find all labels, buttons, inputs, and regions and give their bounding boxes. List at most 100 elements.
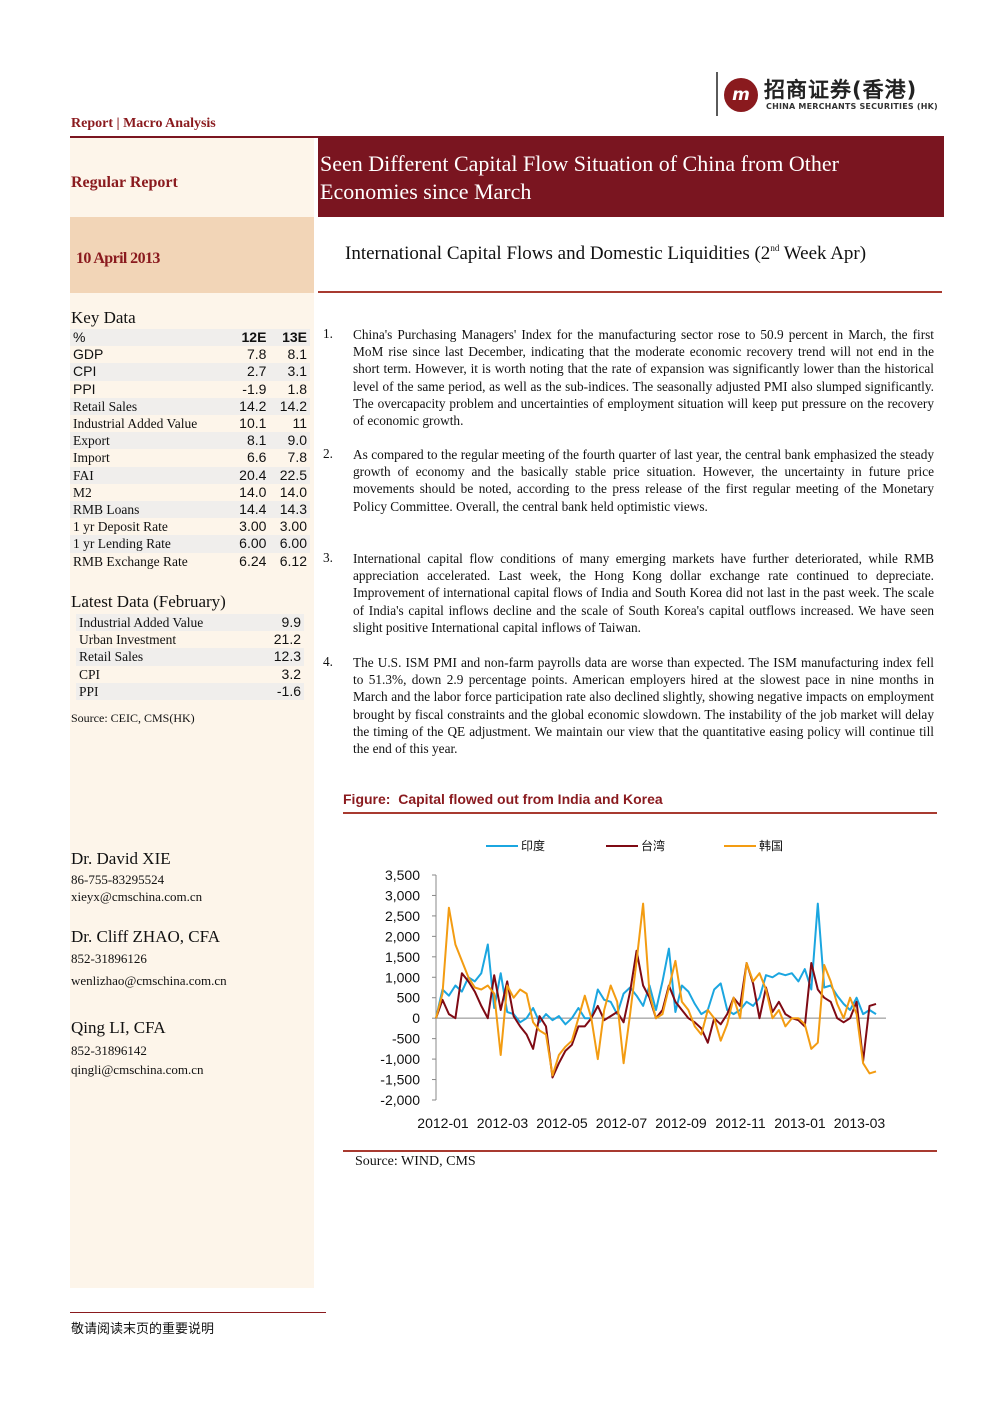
y-tick-label: -500 bbox=[392, 1031, 420, 1047]
footer-divider bbox=[70, 1312, 326, 1313]
series-line-1 bbox=[435, 902, 877, 1026]
legend-label: 台湾 bbox=[641, 838, 665, 853]
point-number: 2. bbox=[323, 446, 333, 461]
row-label: CPI bbox=[70, 363, 229, 381]
x-tick-label: 2013-03 bbox=[834, 1115, 886, 1131]
value-12e: 14.2 bbox=[228, 397, 270, 416]
table-row: Retail Sales 14.2 14.2 bbox=[70, 397, 310, 416]
y-tick-label: 1,000 bbox=[385, 969, 420, 985]
row-label: Retail Sales bbox=[70, 397, 229, 416]
y-tick-label: -2,000 bbox=[380, 1092, 420, 1108]
x-tick-label: 2012-03 bbox=[477, 1115, 529, 1131]
row-label: RMB Loans bbox=[70, 501, 229, 519]
point-text: International capital flow conditions of… bbox=[353, 551, 934, 635]
author-name: Qing LI, CFA bbox=[71, 1018, 166, 1037]
value-12e: -1.9 bbox=[228, 380, 270, 398]
value-13e: 8.1 bbox=[269, 346, 310, 364]
regular-report-label: Regular Report bbox=[71, 174, 178, 191]
author-email: xieyx@cmschina.com.cn bbox=[71, 889, 203, 904]
y-tick-label: 3,500 bbox=[385, 867, 420, 883]
table-header-row: % 12E 13E bbox=[70, 329, 310, 347]
key-data-heading: Key Data bbox=[71, 308, 136, 327]
row-label: Urban Investment bbox=[76, 631, 258, 649]
value-13e: 14.3 bbox=[269, 501, 310, 519]
series-line-3 bbox=[435, 902, 877, 1077]
table-row: FAI 20.4 22.5 bbox=[70, 466, 310, 484]
logo-mark-icon: m bbox=[724, 78, 758, 112]
table-row: RMB Exchange Rate 6.24 6.12 bbox=[70, 552, 310, 570]
sidebar-source: Source: CEIC, CMS(HK) bbox=[71, 711, 195, 725]
subtitle-main: International Capital Flows and Domestic… bbox=[345, 243, 771, 264]
row-value: -1.6 bbox=[257, 682, 304, 701]
value-12e: 10.1 bbox=[228, 415, 270, 433]
figure-label: Figure: bbox=[343, 791, 391, 807]
y-tick-label: 0 bbox=[412, 1010, 420, 1026]
value-12e: 6.6 bbox=[228, 449, 270, 467]
point-text: The U.S. ISM PMI and non-farm payrolls d… bbox=[353, 655, 934, 757]
footer-disclaimer: 敬请阅读末页的重要说明 bbox=[71, 1322, 215, 1337]
key-data-table: % 12E 13E GDP 7.8 8.1 CPI 2.7 3.1 PPI -1.9 1.8 Re… bbox=[70, 329, 310, 570]
y-tick-label: 2,500 bbox=[385, 908, 420, 924]
point-text: China's Purchasing Managers' Index for t… bbox=[353, 327, 934, 429]
author-name: Dr. Cliff ZHAO, CFA bbox=[71, 927, 221, 946]
value-12e: 8.1 bbox=[228, 432, 270, 450]
page-title: Seen Different Capital Flow Situation of… bbox=[320, 151, 839, 204]
figure-source: Source: WIND, CMS bbox=[355, 1154, 476, 1169]
y-tick-label: -1,000 bbox=[380, 1051, 420, 1067]
subtitle-divider bbox=[318, 291, 942, 293]
table-row: GDP 7.8 8.1 bbox=[70, 346, 310, 364]
subtitle-tail: Week Apr) bbox=[779, 243, 867, 264]
table-row: 1 yr Deposit Rate 3.00 3.00 bbox=[70, 518, 310, 536]
row-label: Retail Sales bbox=[76, 648, 258, 666]
table-row: Retail Sales 12.3 bbox=[76, 648, 304, 666]
value-12e: 14.0 bbox=[228, 483, 270, 502]
page-subtitle: International Capital Flows and Domestic… bbox=[345, 243, 937, 265]
author-name: Dr. David XIE bbox=[71, 849, 171, 868]
logo-chinese-name: 招商证券(香港) bbox=[764, 78, 918, 102]
x-tick-label: 2012-07 bbox=[596, 1115, 648, 1131]
y-tick-label: 3,000 bbox=[385, 887, 420, 903]
legend-label: 印度 bbox=[521, 838, 545, 853]
row-label: GDP bbox=[70, 346, 229, 364]
row-label: Industrial Added Value bbox=[76, 614, 258, 632]
x-tick-label: 2012-11 bbox=[715, 1115, 766, 1131]
value-13e: 1.8 bbox=[269, 380, 310, 398]
value-12e: 20.4 bbox=[228, 466, 270, 484]
value-13e: 3.00 bbox=[269, 518, 310, 536]
table-row: Industrial Added Value 9.9 bbox=[76, 614, 304, 632]
figure-bottom-rule bbox=[343, 1150, 937, 1152]
row-label: 1 yr Deposit Rate bbox=[70, 518, 229, 536]
value-12e: 14.4 bbox=[228, 501, 270, 519]
table-row: RMB Loans 14.4 14.3 bbox=[70, 501, 310, 519]
y-tick-label: 2,000 bbox=[385, 928, 420, 944]
column-header: % bbox=[70, 329, 229, 347]
x-tick-label: 2012-09 bbox=[655, 1115, 707, 1131]
report-date: 10 April 2013 bbox=[76, 250, 160, 267]
table-row: CPI 2.7 3.1 bbox=[70, 363, 310, 381]
figure-title: Figure: Capital flowed out from India an… bbox=[343, 791, 663, 807]
table-row: Urban Investment 21.2 bbox=[76, 631, 304, 649]
subtitle-superscript: nd bbox=[770, 243, 780, 253]
point-number: 3. bbox=[323, 550, 333, 565]
author-email: wenlizhao@cmschina.com.cn bbox=[71, 973, 227, 988]
value-13e: 3.1 bbox=[269, 363, 310, 381]
row-label: CPI bbox=[76, 665, 258, 683]
value-13e: 6.12 bbox=[269, 552, 310, 570]
value-12e: 3.00 bbox=[228, 518, 270, 536]
row-value: 21.2 bbox=[257, 631, 304, 649]
author-phone: 86-755-83295524 bbox=[71, 872, 165, 887]
table-row: Export 8.1 9.0 bbox=[70, 432, 310, 450]
value-12e: 6.00 bbox=[228, 535, 270, 553]
point-text: As compared to the regular meeting of th… bbox=[353, 447, 934, 514]
y-tick-label: 500 bbox=[397, 990, 421, 1006]
row-label: RMB Exchange Rate bbox=[70, 552, 229, 570]
value-13e: 6.00 bbox=[269, 535, 310, 553]
table-row: Industrial Added Value 10.1 11 bbox=[70, 415, 310, 433]
row-label: PPI bbox=[70, 380, 229, 398]
value-12e: 2.7 bbox=[228, 363, 270, 381]
x-tick-label: 2012-01 bbox=[417, 1115, 469, 1131]
latest-data-table: Industrial Added Value 9.9 Urban Investmen… bbox=[76, 614, 304, 701]
column-header: 13E bbox=[269, 329, 310, 347]
column-header: 12E bbox=[228, 329, 270, 347]
y-tick-label: 1,500 bbox=[385, 949, 420, 965]
